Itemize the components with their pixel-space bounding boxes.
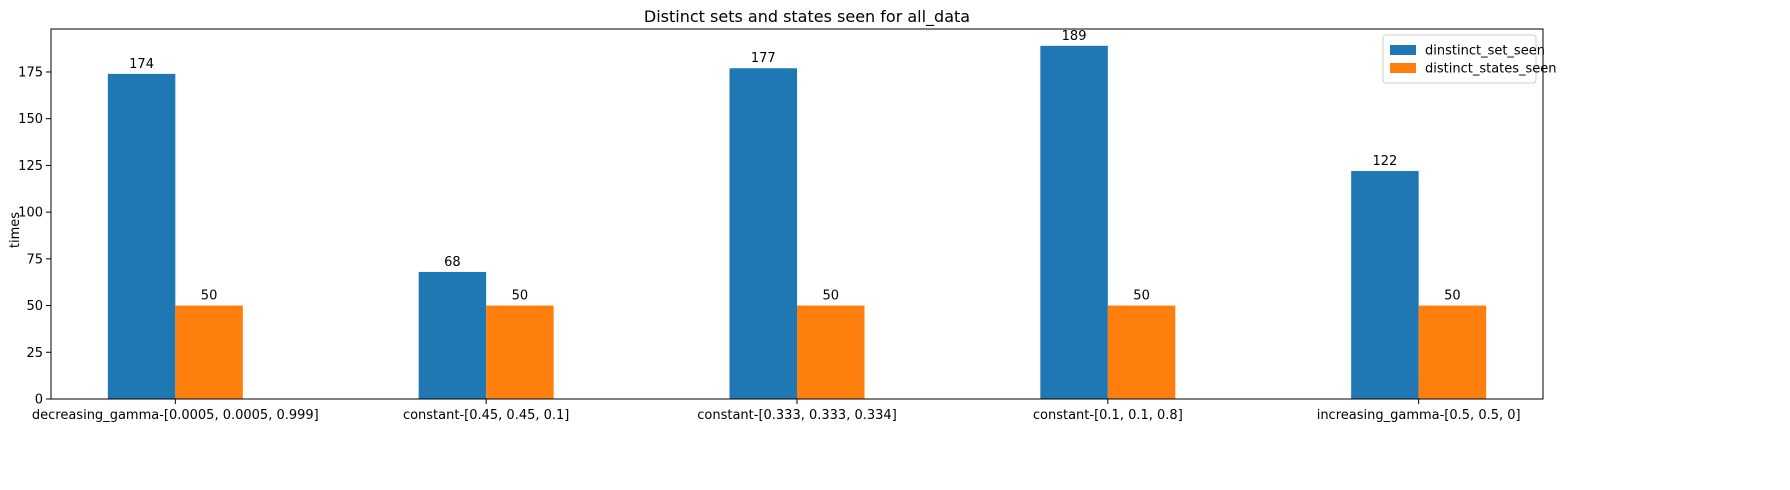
data-label-distinct_states_seen-4: 50 <box>1444 289 1461 304</box>
y-axis-label: times <box>8 212 23 248</box>
legend-swatch-dinstinct_set_seen <box>1390 45 1416 55</box>
data-label-distinct_states_seen-1: 50 <box>512 289 529 304</box>
bar-distinct_states_seen-2 <box>797 305 865 399</box>
x-tick-label-1: constant-[0.45, 0.45, 0.1] <box>403 408 569 423</box>
x-tick-label-0: decreasing_gamma-[0.0005, 0.0005, 0.999] <box>32 408 319 423</box>
x-tick-label-4: increasing_gamma-[0.5, 0.5, 0] <box>1317 408 1521 423</box>
y-tick-label-6: 150 <box>18 112 43 127</box>
y-tick-label-4: 100 <box>18 206 43 221</box>
data-label-distinct_states_seen-3: 50 <box>1133 289 1150 304</box>
bar-dinstinct_set_seen-3 <box>1040 45 1108 400</box>
bar-dinstinct_set_seen-4 <box>1351 171 1419 399</box>
legend: dinstinct_set_seen distinct_states_seen <box>1382 34 1557 84</box>
bar-dinstinct_set_seen-1 <box>418 271 487 399</box>
y-tick-label-0: 0 <box>35 393 43 408</box>
data-label-dinstinct_set_seen-0: 174 <box>129 57 154 72</box>
bar-dinstinct_set_seen-0 <box>107 73 176 400</box>
plot-area: 174 50 decreasing_gamma-[0.0005, 0.0005, 0… <box>18 28 1544 423</box>
x-tick-label-3: constant-[0.1, 0.1, 0.8] <box>1033 408 1183 423</box>
bar-distinct_states_seen-3 <box>1107 305 1176 399</box>
y-tick-label-2: 50 <box>26 299 43 314</box>
x-tick-label-2: constant-[0.333, 0.333, 0.334] <box>697 408 897 423</box>
data-label-dinstinct_set_seen-4: 122 <box>1373 154 1398 169</box>
data-label-distinct_states_seen-0: 50 <box>201 289 218 304</box>
data-label-dinstinct_set_seen-2: 177 <box>751 51 776 66</box>
chart-title: Distinct sets and states seen for all_da… <box>644 7 970 27</box>
legend-box <box>1382 34 1537 84</box>
data-label-dinstinct_set_seen-1: 68 <box>444 255 461 270</box>
y-tick-label-5: 125 <box>18 159 43 174</box>
bar-dinstinct_set_seen-2 <box>729 68 797 399</box>
data-label-distinct_states_seen-2: 50 <box>822 289 839 304</box>
axes-frame <box>50 28 1544 400</box>
bar-distinct_states_seen-1 <box>486 305 554 399</box>
legend-label-dinstinct_set_seen: dinstinct_set_seen <box>1425 44 1545 59</box>
y-tick-label-7: 175 <box>18 65 43 80</box>
y-tick-label-3: 75 <box>26 252 43 267</box>
y-tick-label-1: 25 <box>26 346 43 361</box>
legend-label-distinct_states_seen: distinct_states_seen <box>1425 62 1557 77</box>
legend-swatch-distinct_states_seen <box>1390 63 1416 73</box>
data-label-dinstinct_set_seen-3: 189 <box>1062 29 1087 44</box>
bar-distinct_states_seen-0 <box>175 305 243 399</box>
bar-distinct_states_seen-4 <box>1418 305 1487 399</box>
